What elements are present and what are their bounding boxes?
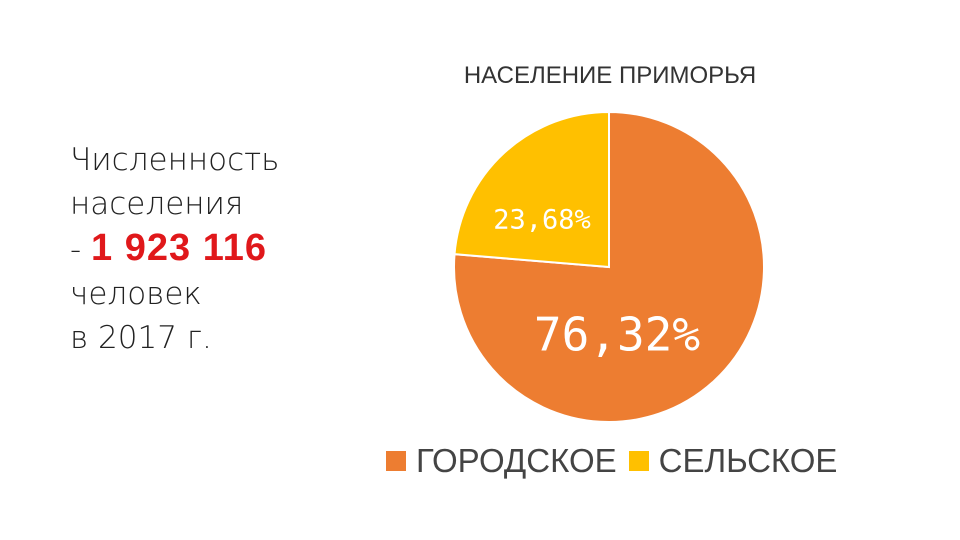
legend-swatch-rural bbox=[628, 451, 649, 471]
info-line-1: Численность bbox=[70, 142, 280, 178]
chart-title: НАСЕЛЕНИЕ ПРИМОРЬЯ bbox=[463, 62, 757, 89]
info-dash: - bbox=[70, 232, 92, 268]
info-line-4: человек bbox=[70, 276, 202, 312]
legend-item-urban: ГОРОДСКОЕ bbox=[386, 442, 617, 480]
chart-legend: ГОРОДСКОЕ СЕЛЬСКОЕ bbox=[386, 442, 849, 480]
population-info: Численность населения - 1 923 116 челове… bbox=[70, 138, 400, 360]
legend-swatch-urban bbox=[386, 451, 406, 471]
pie-label-rural: 23,68% bbox=[493, 205, 591, 236]
legend-label-urban: ГОРОДСКОЕ bbox=[416, 442, 617, 479]
info-line-5: в 2017 г. bbox=[70, 320, 212, 356]
pie-slice-urban bbox=[453, 110, 765, 423]
population-number: 1 923 116 bbox=[91, 227, 268, 269]
pie-slice-rural bbox=[453, 110, 610, 269]
info-line-3: - 1 923 116 bbox=[70, 226, 400, 272]
legend-item-rural: СЕЛЬСКОЕ bbox=[628, 442, 838, 480]
info-line-2: населения bbox=[70, 186, 244, 222]
legend-label-rural: СЕЛЬСКОЕ bbox=[658, 442, 838, 479]
pie-label-urban: 76,32% bbox=[534, 308, 700, 362]
